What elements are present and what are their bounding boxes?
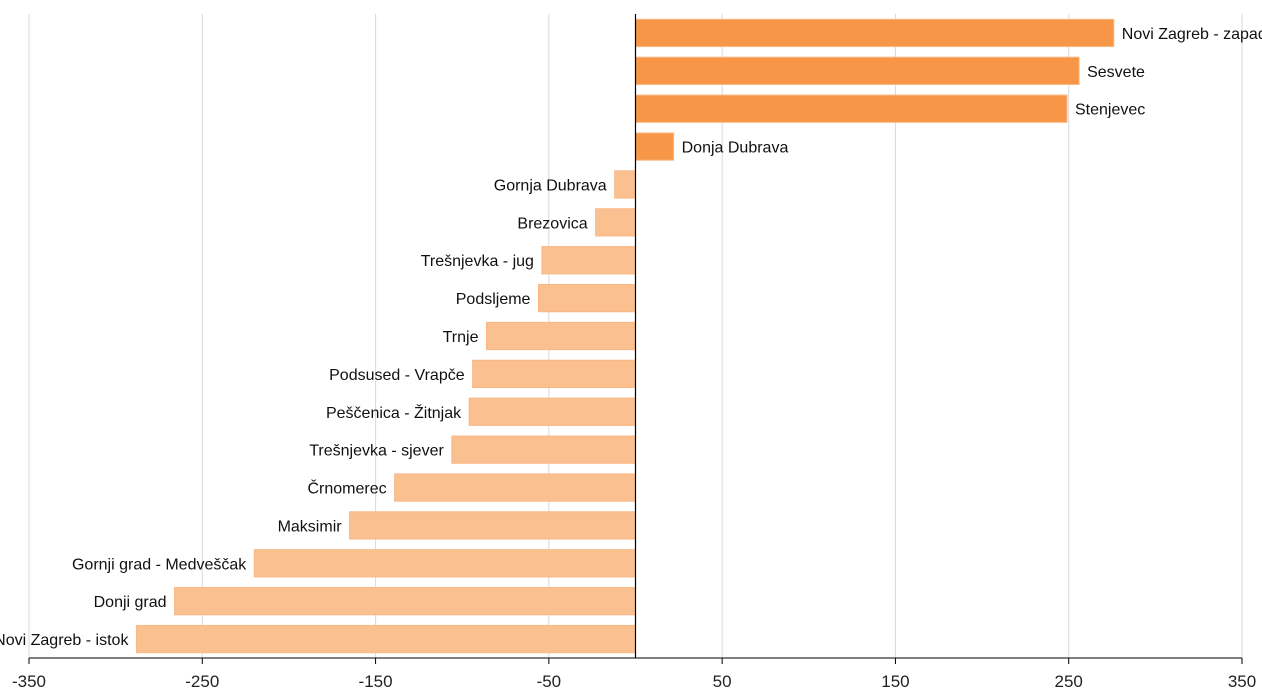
bar-label: Novi Zagreb - zapad — [1122, 26, 1262, 43]
bar — [174, 587, 636, 616]
bar-label: Donji grad — [94, 594, 167, 611]
x-tick-label: -50 — [537, 672, 562, 691]
bar-label: Gornja Dubrava — [494, 177, 607, 194]
bar-label: Gornji grad - Medveščak — [72, 556, 247, 573]
bar-label: Stenjevec — [1075, 102, 1145, 119]
x-tick-label: 250 — [1055, 672, 1083, 691]
bar-label: Donja Dubrava — [682, 140, 789, 157]
bar-label: Novi Zagreb - istok — [0, 632, 129, 649]
bar — [595, 208, 636, 237]
bar-label: Trešnjevka - sjever — [309, 443, 444, 460]
labels: Novi Zagreb - zapad Sesvete Stenjevec Donja… — [0, 26, 1262, 649]
bar — [635, 94, 1068, 123]
bar — [135, 624, 637, 654]
bar — [451, 435, 636, 464]
bar-label: Podsljeme — [456, 291, 531, 308]
axes: -350 -250 -150 -50 50 150 250 350 — [12, 14, 1256, 691]
bar — [541, 246, 637, 275]
bar-label: Črnomerec — [307, 479, 386, 498]
x-tick-label: -250 — [185, 672, 219, 691]
bar — [614, 170, 636, 199]
bar — [635, 18, 1115, 48]
x-tick-label: -350 — [12, 672, 46, 691]
bar-label: Maksimir — [278, 518, 343, 535]
bar-label: Brezovica — [517, 215, 587, 232]
bar — [635, 56, 1080, 85]
x-tick-label: -150 — [359, 672, 393, 691]
bar — [485, 321, 636, 351]
bar — [468, 397, 636, 426]
bar — [472, 359, 636, 389]
x-tick-label: 150 — [881, 672, 909, 691]
bar-label: Trešnjevka - jug — [421, 253, 534, 270]
bar-label: Podsused - Vrapče — [329, 367, 465, 384]
bar — [349, 511, 636, 540]
x-tick-label: 50 — [713, 672, 732, 691]
bars — [135, 18, 1115, 654]
bar-label: Sesvete — [1087, 64, 1145, 81]
bar — [635, 132, 675, 161]
bar-label: Trnje — [443, 329, 479, 346]
x-tick-label: 350 — [1228, 672, 1256, 691]
bar — [537, 283, 637, 313]
bar — [394, 473, 636, 502]
bar-label: Peščenica - Žitnjak — [326, 403, 462, 422]
bar — [253, 549, 636, 578]
